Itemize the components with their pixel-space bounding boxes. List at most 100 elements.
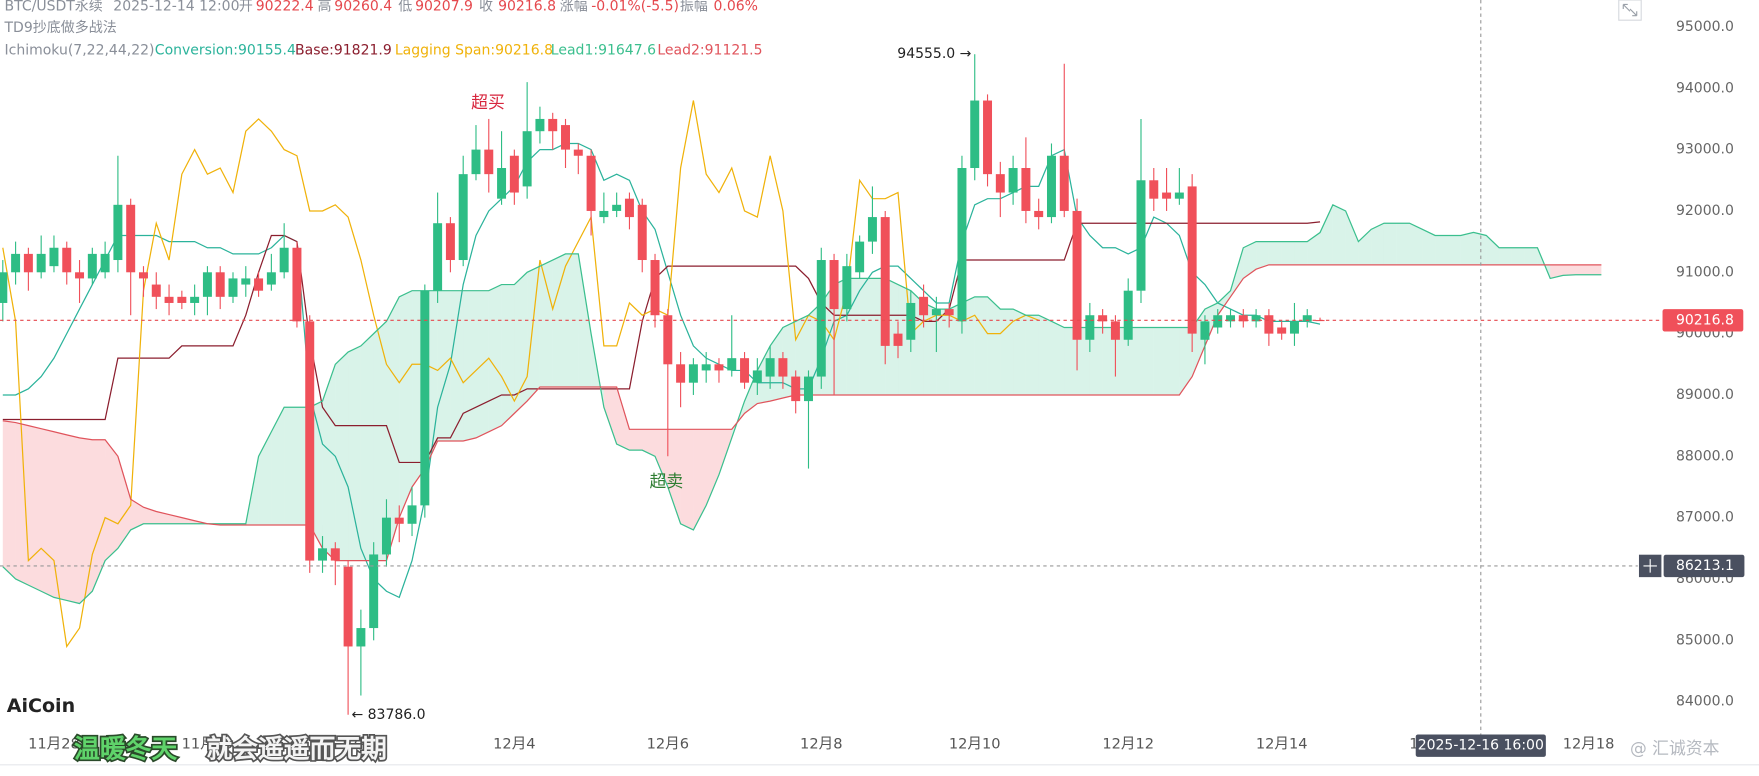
signal-label: 超买 [471, 92, 505, 112]
low-label: 低 [398, 0, 412, 15]
cloud [373, 321, 387, 561]
cloud [1115, 327, 1129, 395]
candle-body [829, 260, 839, 310]
cloud [1550, 264, 1564, 279]
plot-area [0, 54, 1602, 715]
cloud [117, 456, 131, 549]
y-tick-label: 88000.0 [1676, 448, 1734, 464]
cloud [1499, 247, 1512, 265]
x-tick-label: 12月4 [493, 736, 535, 753]
cloud [987, 296, 1001, 395]
indicator-line [2, 100, 1039, 649]
candle-body [586, 155, 596, 211]
candle-body [126, 204, 136, 273]
candle-body [816, 260, 826, 377]
cloud [1000, 309, 1014, 395]
cloud [271, 407, 285, 526]
cloud [1281, 241, 1295, 265]
cloud [1217, 290, 1231, 316]
candle-body [765, 358, 775, 377]
close-label: 收 [479, 0, 493, 15]
candle-body [1251, 315, 1261, 322]
candle-body [433, 223, 443, 291]
cloud [1013, 309, 1026, 395]
cloud [1409, 223, 1423, 265]
cloud [1447, 235, 1461, 265]
legend-entry: Base:91821.9 [295, 42, 392, 58]
price-axis [1660, 0, 1759, 729]
candle-body [356, 628, 366, 647]
cloud [936, 309, 950, 395]
candle-body [1289, 321, 1299, 334]
subtitle: 温暖冬天 [74, 735, 177, 765]
high-label: 94555.0 → [897, 46, 971, 62]
candle-body [522, 131, 532, 187]
candle-body [599, 210, 609, 218]
x-tick-label: 12月2 [340, 736, 382, 753]
candle-body [228, 278, 238, 297]
cloud [1486, 235, 1500, 265]
price-tag [1662, 309, 1744, 332]
credit: @ 汇诚资本 [1630, 738, 1720, 758]
cloud [1140, 327, 1154, 395]
cloud [360, 333, 374, 561]
cloud [105, 439, 118, 561]
candle-body [624, 198, 634, 218]
candle-body [893, 333, 903, 346]
candle-body [944, 309, 954, 316]
candle-body [663, 315, 673, 365]
cloud [1153, 327, 1167, 395]
x-tick-label: 12月8 [800, 736, 842, 753]
amplitude-label: 振幅 [680, 0, 708, 15]
indicator-line [2, 142, 1321, 599]
candle-body [445, 223, 455, 261]
candle-body [740, 358, 750, 383]
candle-body [970, 100, 980, 169]
indicator-line [2, 221, 1321, 464]
x-tick-label: 12月18 [1563, 736, 1615, 753]
expand-icon[interactable] [1618, 0, 1642, 21]
cloud [1383, 223, 1397, 265]
cloud [961, 296, 975, 395]
candle-body [1200, 321, 1210, 340]
candle-body [484, 149, 494, 175]
cloud [450, 290, 464, 441]
candle-body [637, 204, 647, 261]
cloud [1051, 321, 1065, 395]
y-tick-label: 84000.0 [1676, 694, 1734, 710]
icon-frame[interactable] [1618, 0, 1642, 21]
subtitle: 就会遥遥而无期 [206, 735, 387, 765]
candle-body [931, 309, 941, 316]
cloud [1524, 247, 1538, 265]
cloud [1179, 327, 1193, 395]
candle-body [957, 168, 967, 322]
cloud [437, 290, 451, 441]
y-tick-label: 91000.0 [1676, 264, 1734, 280]
amplitude-value: 0.06% [713, 0, 757, 15]
open-value: 90222.4 [256, 0, 314, 15]
cloud [1102, 327, 1116, 395]
cloud [655, 429, 668, 487]
candle-body [1085, 315, 1095, 340]
cloud [1294, 241, 1308, 265]
candle-body [151, 284, 161, 297]
cloud [1422, 229, 1436, 265]
cloud [514, 272, 528, 414]
candle-body [279, 247, 289, 273]
cloud [66, 434, 80, 604]
high-label: 高 [317, 0, 331, 15]
cloud [335, 352, 349, 561]
cloud [974, 296, 988, 395]
symbol: BTC/USDT永续 [4, 0, 102, 15]
x-tick-label: 11月28 [28, 736, 80, 753]
cloud [463, 290, 476, 441]
candle-body [1302, 315, 1312, 322]
candle-body [906, 302, 916, 340]
cloud [1332, 204, 1346, 265]
price-tag-label: 90216.8 [1676, 312, 1734, 328]
cloud [1358, 229, 1372, 265]
cloud [28, 425, 42, 592]
candle-body [752, 370, 762, 383]
